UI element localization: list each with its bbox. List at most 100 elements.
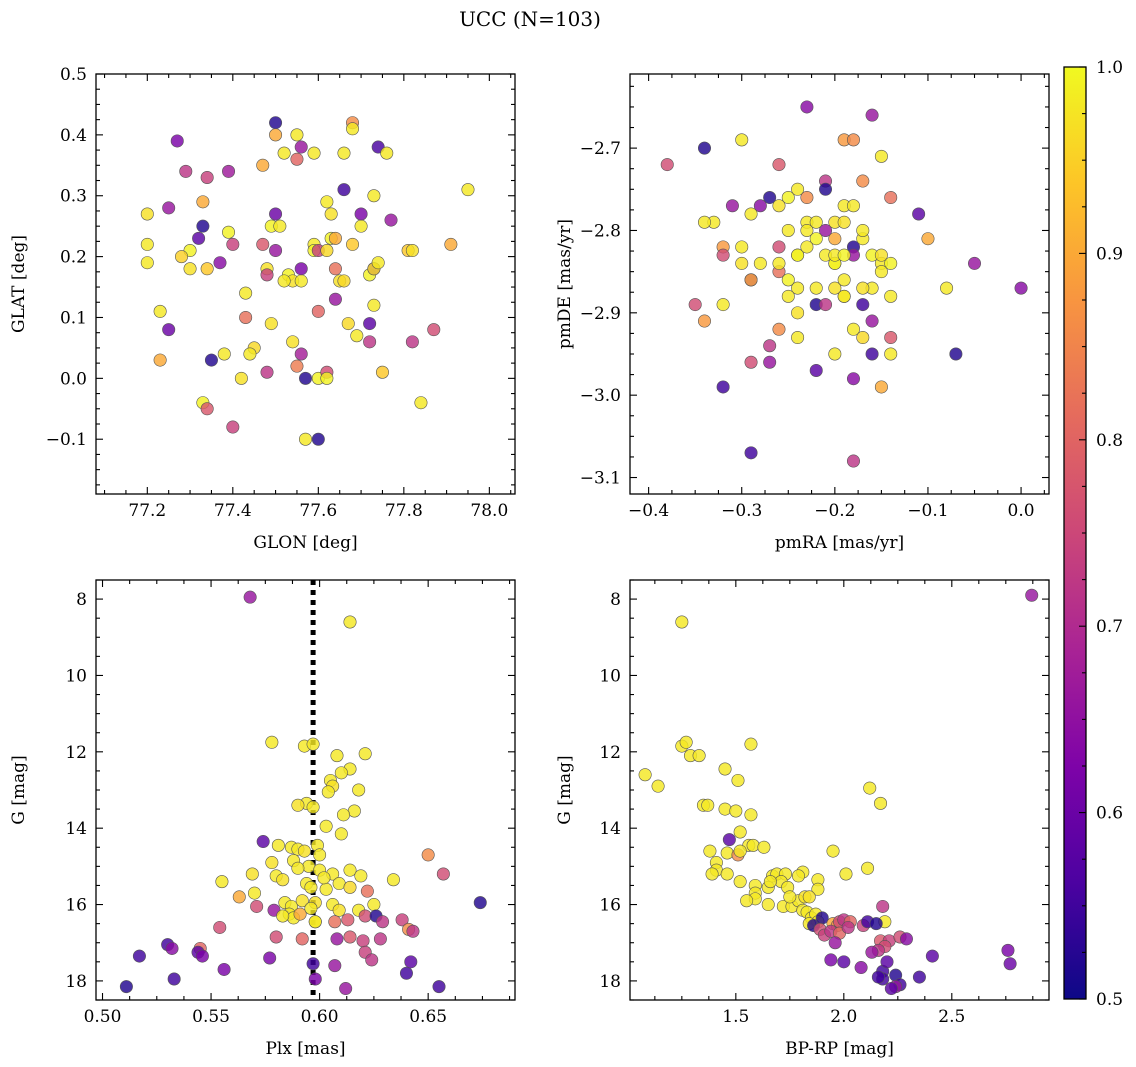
data-point xyxy=(912,207,926,221)
data-point xyxy=(341,317,355,331)
data-point xyxy=(356,934,370,948)
data-point xyxy=(651,779,665,793)
data-point xyxy=(746,838,760,852)
data-point xyxy=(874,380,888,394)
x-axis-label: Plx [mas] xyxy=(265,1039,345,1059)
data-point xyxy=(243,590,257,604)
y-axis-label: G [mag] xyxy=(9,755,29,824)
data-point xyxy=(697,215,711,229)
y-axis-label: pmDE [mas/yr] xyxy=(555,219,575,349)
data-point xyxy=(304,880,318,894)
figure-title: UCC (N=103) xyxy=(459,7,601,31)
data-point xyxy=(839,867,853,881)
data-point xyxy=(815,911,829,925)
data-point xyxy=(367,189,381,203)
data-point xyxy=(243,347,257,361)
data-point xyxy=(332,903,346,917)
data-point xyxy=(819,182,833,196)
data-point xyxy=(328,292,342,306)
data-point xyxy=(731,773,745,787)
data-point xyxy=(703,844,717,858)
data-point xyxy=(263,951,277,965)
data-point xyxy=(269,244,283,258)
y-tick-label: 10 xyxy=(65,666,87,686)
data-point xyxy=(337,183,351,197)
data-point xyxy=(306,737,320,751)
data-point xyxy=(294,262,308,276)
axes-frame xyxy=(95,73,516,495)
data-point xyxy=(791,869,805,883)
data-point xyxy=(343,880,357,894)
data-point xyxy=(308,915,322,929)
data-point xyxy=(856,281,870,295)
data-point xyxy=(162,201,176,215)
data-point xyxy=(232,890,246,904)
data-point xyxy=(733,875,747,889)
data-point xyxy=(735,256,749,270)
x-tick-label: 77.6 xyxy=(299,501,337,521)
data-point xyxy=(884,256,898,270)
data-point xyxy=(226,420,240,434)
data-point xyxy=(339,982,353,996)
data-point xyxy=(432,980,446,994)
data-point xyxy=(358,747,372,761)
data-point xyxy=(791,248,805,262)
data-point xyxy=(260,365,274,379)
data-point xyxy=(363,335,377,349)
data-point xyxy=(826,844,840,858)
data-point xyxy=(294,274,308,288)
data-point xyxy=(763,355,777,369)
data-point xyxy=(256,237,270,251)
data-point xyxy=(330,932,344,946)
data-point xyxy=(783,890,797,904)
data-point xyxy=(837,955,851,969)
data-point xyxy=(735,133,749,147)
data-point xyxy=(269,207,283,221)
data-point xyxy=(718,762,732,776)
data-point xyxy=(837,273,851,287)
data-point xyxy=(828,347,842,361)
x-tick-label: 78.0 xyxy=(470,501,508,521)
colorbar-tick-label: 0.6 xyxy=(1096,804,1123,824)
y-tick-label: 10 xyxy=(599,666,621,686)
data-point xyxy=(217,962,231,976)
data-point xyxy=(772,199,786,213)
data-point xyxy=(343,863,357,877)
x-tick-label: 2.0 xyxy=(830,1007,857,1027)
data-point xyxy=(297,844,311,858)
y-tick-label: −2.8 xyxy=(580,221,621,241)
data-point xyxy=(856,223,870,237)
data-point xyxy=(837,289,851,303)
data-point xyxy=(837,215,851,229)
data-point xyxy=(277,146,291,160)
data-point xyxy=(132,949,146,963)
data-point xyxy=(874,248,888,262)
y-tick-label: −3.1 xyxy=(580,469,621,489)
data-point xyxy=(183,262,197,276)
data-point xyxy=(716,248,730,262)
panel-plx-g: 0.50 0.55 0.60 0.65 8 10 12 14 16 18 Plx [mas] G [m… xyxy=(9,579,516,1059)
data-point xyxy=(781,191,795,205)
data-point xyxy=(461,183,475,197)
data-point xyxy=(733,844,747,858)
scatter-points xyxy=(119,590,487,996)
data-point xyxy=(791,182,805,196)
x-tick-label: 0.55 xyxy=(192,1007,230,1027)
data-point xyxy=(744,355,758,369)
data-point xyxy=(809,281,823,295)
data-point xyxy=(196,195,210,209)
data-point xyxy=(1014,281,1028,295)
data-point xyxy=(720,867,734,881)
data-point xyxy=(250,899,264,913)
data-point xyxy=(334,827,348,841)
data-point xyxy=(884,347,898,361)
data-point xyxy=(800,191,814,205)
colorbar: 0.5 0.6 0.7 0.8 0.9 1.0 xyxy=(1063,58,1123,1010)
data-point xyxy=(293,907,307,921)
data-point xyxy=(192,231,206,245)
data-point xyxy=(1025,588,1039,602)
data-point xyxy=(375,365,389,379)
panel-cmd: 1.5 2.0 2.5 8 10 12 14 16 18 BP-RP [mag] G [mag] xyxy=(555,579,1050,1059)
data-point xyxy=(729,804,743,818)
